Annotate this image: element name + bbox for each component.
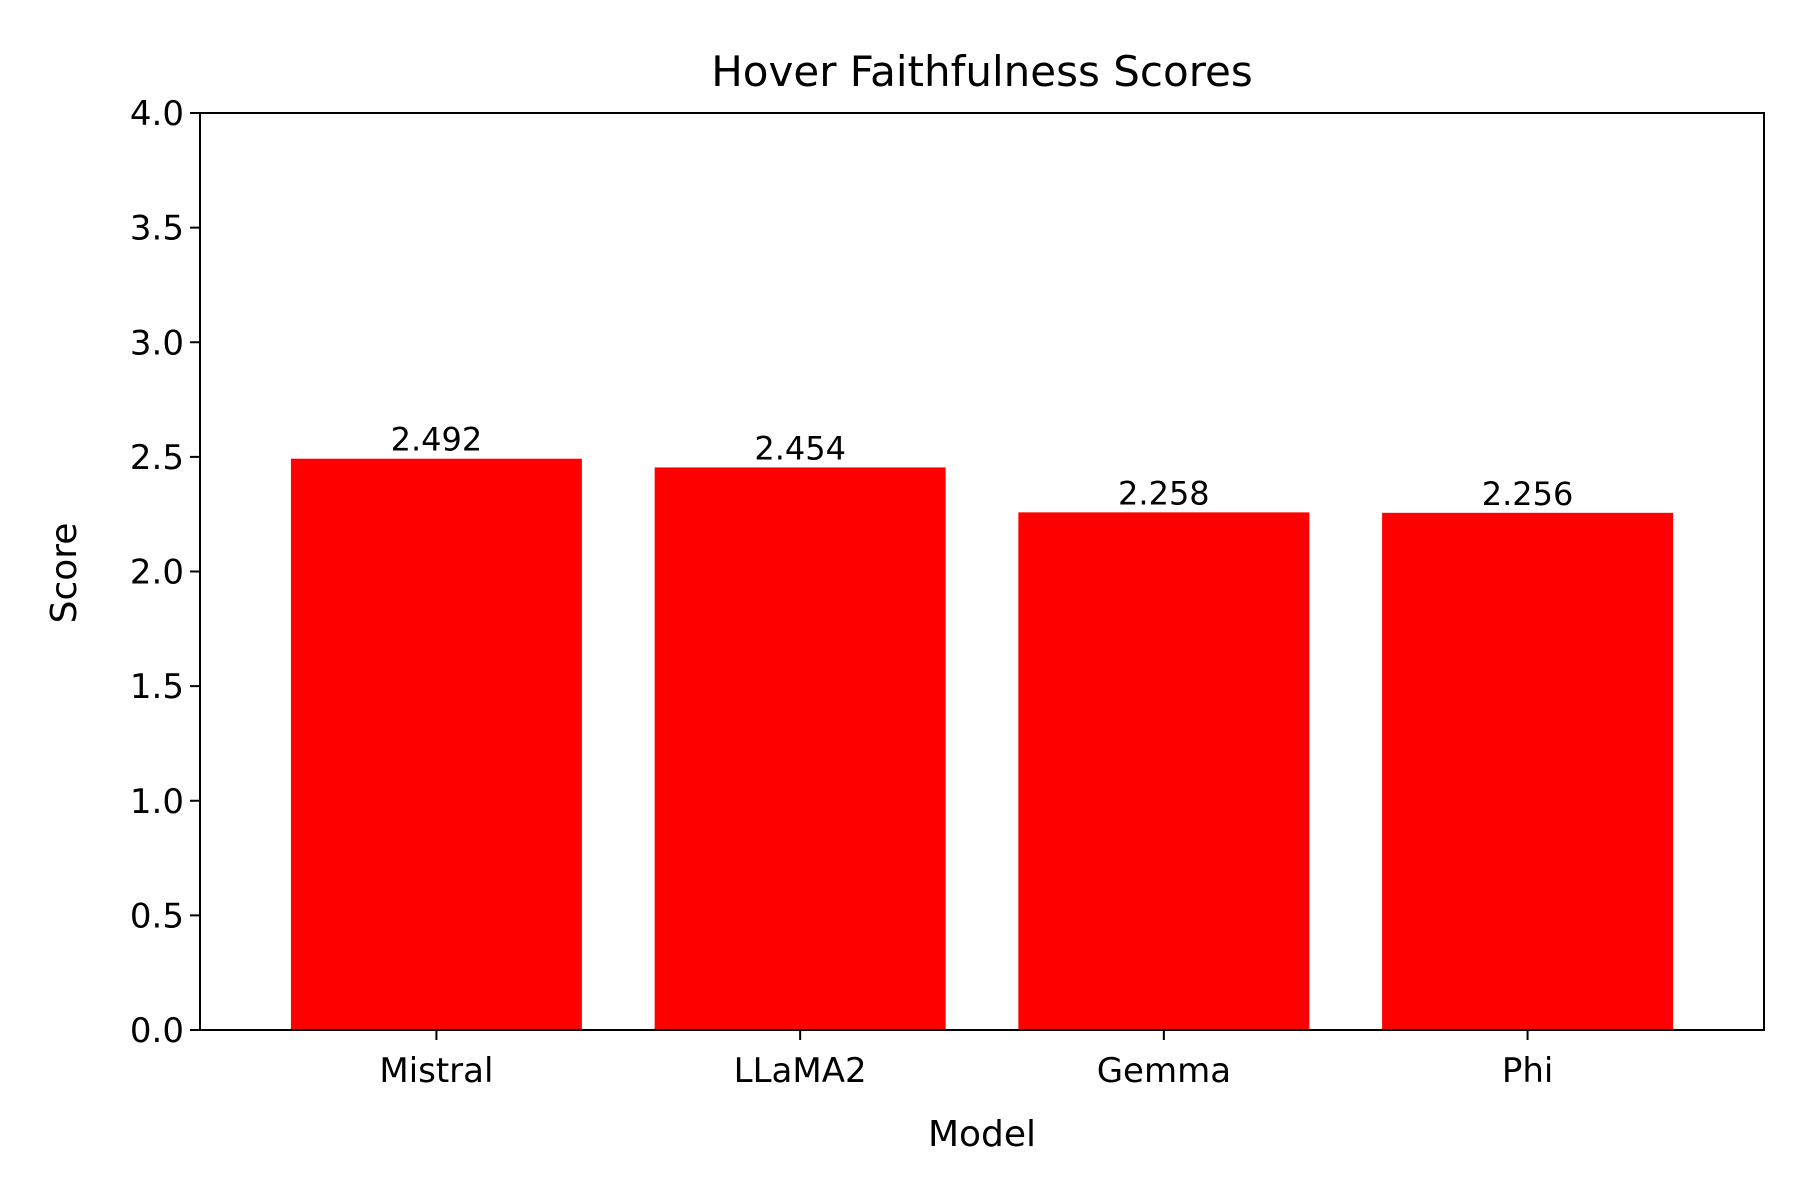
- x-tick-label: Gemma: [1097, 1051, 1231, 1091]
- y-tick-label: 1.0: [130, 782, 184, 822]
- bar-llama2: [654, 467, 946, 1030]
- bar-value-label: 2.454: [754, 429, 846, 467]
- bar-value-label: 2.492: [391, 421, 483, 459]
- y-tick-label: 1.5: [130, 667, 184, 707]
- x-tick-label: LLaMA2: [734, 1051, 867, 1091]
- y-tick-label: 2.0: [130, 553, 184, 593]
- bars-group: 2.492 2.454 2.258 2.256: [290, 421, 1674, 1031]
- bar-value-label: 2.256: [1482, 475, 1574, 513]
- y-tick-label: 3.0: [130, 323, 184, 363]
- x-tick-label: Mistral: [379, 1051, 493, 1091]
- plot-frame: [199, 112, 1765, 1031]
- x-axis-label: Model: [928, 1114, 1036, 1155]
- y-tick-label: 3.5: [130, 209, 184, 249]
- bar-gemma: [1018, 512, 1310, 1030]
- x-axis-ticks: Mistral LLaMA2 Gemma Phi: [379, 1030, 1553, 1091]
- y-axis-label: Score: [44, 523, 85, 624]
- chart-title: Hover Faithfulness Scores: [711, 47, 1253, 96]
- y-tick-label: 2.5: [130, 438, 184, 478]
- y-tick-label: 4.0: [130, 94, 184, 134]
- y-tick-label: 0.5: [130, 896, 184, 936]
- x-tick-label: Phi: [1502, 1051, 1554, 1091]
- bar-mistral: [290, 458, 582, 1031]
- bar-phi: [1382, 512, 1674, 1030]
- bar-value-label: 2.258: [1118, 474, 1210, 512]
- y-axis-ticks: 0.0 0.5 1.0 1.5 2.0 2.5 3.0 3.5 4.0: [130, 94, 200, 1051]
- y-tick-label: 0.0: [130, 1011, 184, 1051]
